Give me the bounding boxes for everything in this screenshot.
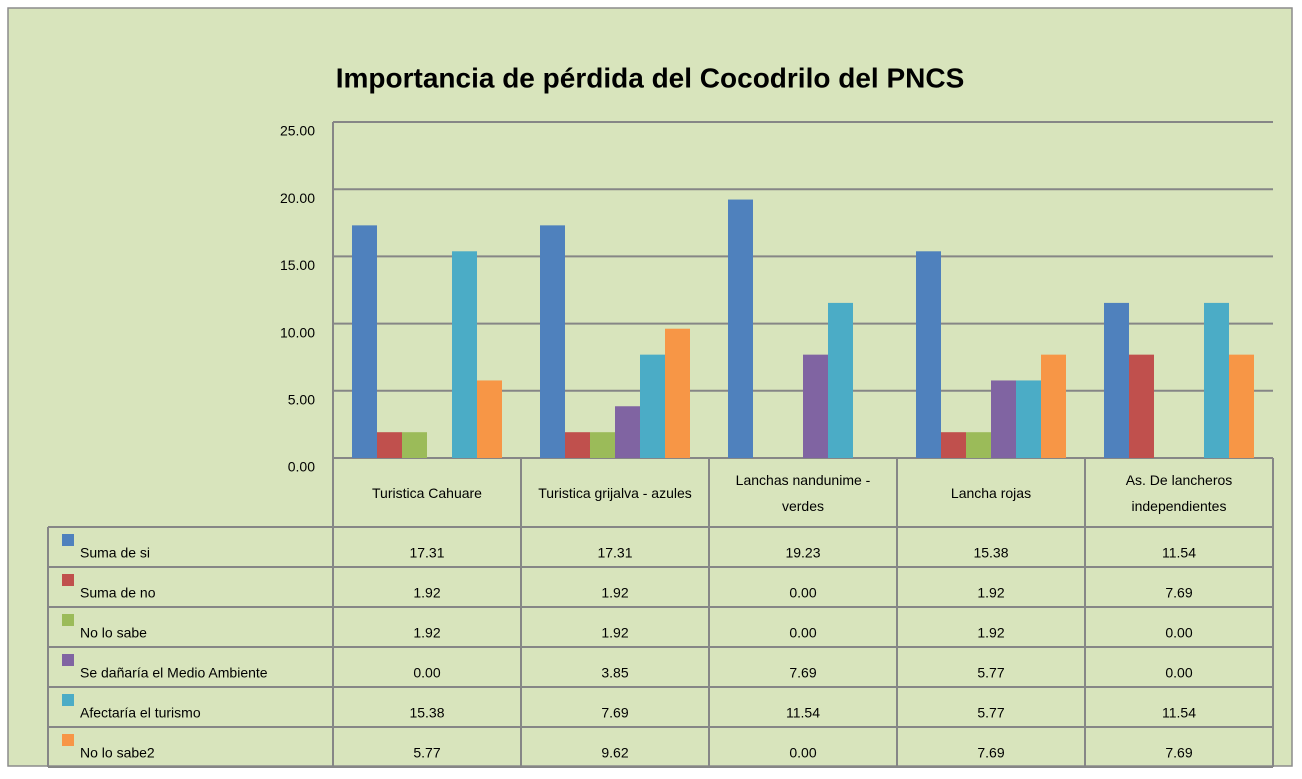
bar xyxy=(991,380,1016,458)
y-tick-label: 5.00 xyxy=(288,392,315,408)
data-label: 1.92 xyxy=(977,625,1004,641)
data-label: 5.77 xyxy=(413,745,440,761)
bar xyxy=(966,432,991,458)
data-label: 17.31 xyxy=(409,545,444,561)
bar xyxy=(1129,354,1154,458)
bar xyxy=(828,302,853,458)
data-label: 7.69 xyxy=(789,665,816,681)
data-label: 1.92 xyxy=(413,585,440,601)
legend-label: Suma de si xyxy=(80,545,150,561)
data-label: 7.69 xyxy=(601,705,628,721)
data-label: 1.92 xyxy=(413,625,440,641)
bar xyxy=(1016,380,1041,458)
legend-swatch xyxy=(62,534,74,546)
y-tick-label: 25.00 xyxy=(280,123,315,139)
data-label: 0.00 xyxy=(1165,665,1192,681)
bar xyxy=(452,251,477,458)
legend-swatch xyxy=(62,694,74,706)
bar xyxy=(1204,302,1229,458)
x-tick-label: Turistica grijalva - azules xyxy=(538,484,692,501)
data-label: 0.00 xyxy=(789,745,816,761)
chart-title: Importancia de pérdida del Cocodrilo del… xyxy=(336,62,965,93)
bar xyxy=(916,251,941,458)
bar xyxy=(1229,354,1254,458)
category-cell: Turistica grijalva - azules xyxy=(538,484,692,501)
category-cell: Lancha rojas xyxy=(950,484,1032,501)
legend-swatch xyxy=(62,574,74,586)
bar xyxy=(477,380,502,458)
data-label: 3.85 xyxy=(601,665,628,681)
data-label: 17.31 xyxy=(597,545,632,561)
data-label: 7.69 xyxy=(1165,745,1192,761)
bar xyxy=(1041,354,1066,458)
y-tick-label: 0.00 xyxy=(288,459,315,475)
y-tick-label: 15.00 xyxy=(280,257,315,273)
data-label: 0.00 xyxy=(789,625,816,641)
data-label: 5.77 xyxy=(977,665,1004,681)
bar xyxy=(540,225,565,458)
legend-label: Se dañaría el Medio Ambiente xyxy=(80,665,268,681)
data-label: 5.77 xyxy=(977,705,1004,721)
category-cell: Lanchas nandunime - verdes xyxy=(735,471,871,514)
bar xyxy=(640,354,665,458)
category-cell: Turistica Cahuare xyxy=(372,484,482,501)
bar xyxy=(402,432,427,458)
data-label: 11.54 xyxy=(1162,705,1196,721)
bar xyxy=(615,406,640,458)
category-cell: As. De lancheros independientes xyxy=(1125,471,1233,514)
bar xyxy=(590,432,615,458)
x-tick-label: As. De lancheros independientes xyxy=(1125,471,1233,514)
bar xyxy=(665,328,690,458)
legend-swatch xyxy=(62,654,74,666)
bar xyxy=(565,432,590,458)
bar xyxy=(803,354,828,458)
data-label: 7.69 xyxy=(1165,585,1192,601)
data-label: 15.38 xyxy=(409,705,444,721)
data-label: 15.38 xyxy=(973,545,1008,561)
legend-label: Afectaría el turismo xyxy=(80,705,201,721)
x-tick-label: Lanchas nandunime - verdes xyxy=(735,471,871,514)
x-tick-label: Turistica Cahuare xyxy=(372,484,482,501)
data-label: 0.00 xyxy=(1165,625,1192,641)
legend-label: No lo sabe xyxy=(80,625,147,641)
bar xyxy=(728,199,753,458)
bar xyxy=(1104,302,1129,458)
data-label: 19.23 xyxy=(785,545,820,561)
data-label: 1.92 xyxy=(977,585,1004,601)
data-label: 1.92 xyxy=(601,625,628,641)
legend-swatch xyxy=(62,734,74,746)
data-label: 0.00 xyxy=(413,665,440,681)
bar xyxy=(352,225,377,458)
bar xyxy=(941,432,966,458)
data-label: 11.54 xyxy=(1162,545,1196,561)
data-label: 11.54 xyxy=(786,705,820,721)
legend-label: No lo sabe2 xyxy=(80,745,155,761)
bar xyxy=(377,432,402,458)
y-tick-label: 10.00 xyxy=(280,324,315,340)
data-label: 9.62 xyxy=(601,745,628,761)
legend-label: Suma de no xyxy=(80,585,156,601)
y-tick-label: 20.00 xyxy=(280,190,315,206)
data-label: 1.92 xyxy=(601,585,628,601)
x-tick-label: Lancha rojas xyxy=(950,484,1032,501)
data-label: 0.00 xyxy=(789,585,816,601)
legend-swatch xyxy=(62,614,74,626)
data-label: 7.69 xyxy=(977,745,1004,761)
